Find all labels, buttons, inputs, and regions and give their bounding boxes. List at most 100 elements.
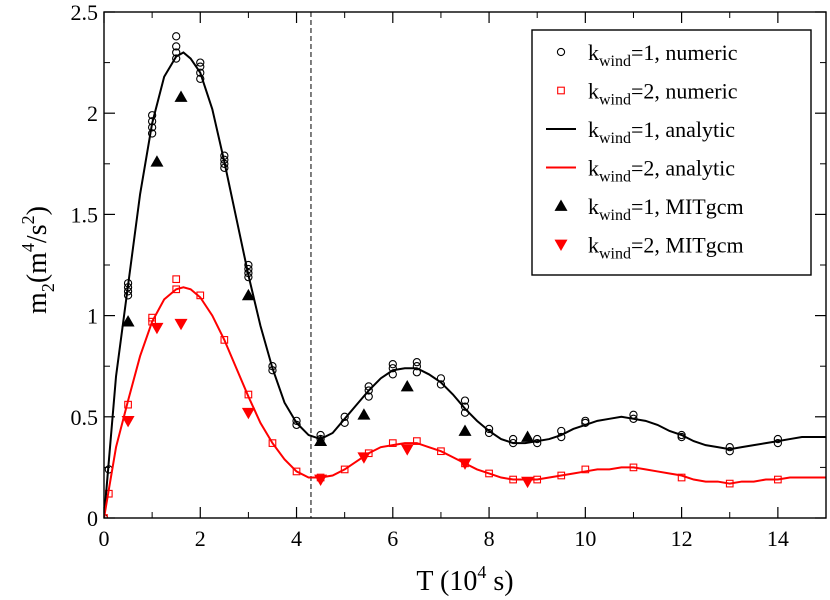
data-point	[413, 437, 421, 445]
data-point	[121, 315, 135, 327]
legend-label-sub: wind	[599, 92, 631, 109]
data-point	[244, 260, 253, 270]
x-tick-label: 12	[671, 526, 693, 551]
y-tick-label: 1	[87, 304, 98, 329]
legend-entry-2: kwind=2, numeric	[557, 79, 738, 109]
x-tick-label: 6	[387, 526, 398, 551]
y-axis-label-sup1: 4	[18, 243, 38, 252]
x-tick-label: 8	[484, 526, 495, 551]
data-point	[172, 32, 181, 41]
legend-label-sub: wind	[599, 207, 631, 224]
data-point	[412, 358, 422, 367]
series-6	[121, 318, 535, 489]
legend-label: kwind=1, numeric	[588, 40, 738, 70]
axes-layer: 0 2 4 6 8 10 12 14 0 0.5 1 1.5 2 2.5	[71, 0, 827, 551]
data-point	[150, 322, 164, 335]
data-point	[196, 58, 205, 67]
data-point	[677, 430, 686, 440]
data-point	[172, 275, 181, 284]
legend-swatch	[554, 239, 568, 251]
x-tick-label: 10	[574, 526, 596, 551]
data-point	[364, 386, 373, 395]
legend-swatch	[554, 199, 568, 211]
data-point	[400, 444, 414, 456]
legend-label: kwind=1, MITgcm	[588, 194, 744, 224]
legend-label-rest: =1, MITgcm	[631, 194, 744, 219]
legend-entry-6: kwind=2, MITgcm	[554, 233, 744, 263]
series-layer	[104, 32, 826, 518]
legend-label-main: k	[588, 194, 599, 219]
data-point	[458, 458, 472, 470]
legend-label-rest: =1, numeric	[631, 40, 738, 65]
data-point	[196, 68, 205, 77]
data-point	[533, 434, 542, 444]
data-point	[150, 155, 164, 167]
legend-label-main: k	[588, 156, 599, 181]
data-point	[174, 318, 188, 331]
series-line	[104, 286, 826, 518]
y-axis-label-sup2: 2	[18, 215, 38, 224]
data-point	[241, 407, 255, 420]
y-axis-label-main: m	[22, 292, 53, 314]
data-point	[147, 111, 157, 120]
data-point	[773, 434, 783, 444]
y-axis-label-mid: /s	[22, 224, 53, 243]
data-point	[773, 438, 783, 448]
data-point	[533, 438, 542, 448]
data-point	[460, 396, 470, 405]
legend-label-sub: wind	[599, 53, 631, 70]
series-3	[104, 51, 826, 518]
data-point	[521, 476, 535, 489]
data-point	[292, 416, 301, 425]
legend-entry-1: kwind=1, numeric	[556, 40, 738, 70]
data-point	[725, 443, 734, 452]
legend-label-sub: wind	[599, 169, 631, 186]
data-point	[340, 412, 349, 421]
legend-label-main: k	[588, 117, 599, 142]
legend-label: kwind=1, analytic	[588, 117, 735, 147]
data-point	[172, 42, 181, 51]
data-point	[147, 129, 157, 138]
x-tick-label: 4	[291, 526, 302, 551]
y-axis-label-sub: 2	[38, 283, 58, 292]
x-tick-label: 2	[195, 526, 206, 551]
legend-label-rest: =2, analytic	[631, 156, 735, 181]
legend-entry-3: kwind=1, analytic	[546, 117, 735, 147]
data-point	[268, 439, 277, 447]
data-point	[458, 424, 472, 436]
data-point	[460, 402, 470, 411]
data-point	[388, 439, 397, 447]
data-point	[388, 364, 397, 373]
data-point	[172, 54, 181, 63]
legend-label-sub: wind	[599, 246, 631, 263]
series-line	[104, 51, 826, 518]
data-point	[581, 465, 590, 474]
series-group	[104, 32, 826, 518]
data-point	[521, 430, 535, 442]
series-4	[104, 286, 826, 518]
data-point	[725, 447, 734, 456]
data-point	[436, 380, 446, 389]
y-tick-label: 1.5	[71, 202, 99, 227]
y-axis-label-unit: (m	[22, 252, 53, 283]
data-point	[241, 288, 255, 301]
legend-label-main: k	[588, 40, 599, 65]
y-tick-label: 2.5	[71, 0, 99, 25]
legend-entry-5: kwind=1, MITgcm	[554, 194, 744, 224]
legend-label-rest: =2, numeric	[631, 79, 738, 104]
legend-label-rest: =2, MITgcm	[631, 233, 744, 258]
legend-swatch	[557, 86, 565, 95]
data-point	[388, 360, 397, 369]
x-axis-label: T (104 s)	[416, 562, 513, 597]
y-tick-label: 2	[87, 101, 98, 126]
data-point	[174, 90, 188, 102]
legend-box	[531, 29, 812, 276]
series-5	[121, 90, 535, 446]
data-point	[364, 392, 373, 401]
x-tick-label: 14	[767, 526, 789, 551]
legend-label-sub: wind	[599, 130, 631, 147]
data-point	[357, 452, 371, 464]
y-tick-label: 0	[87, 506, 98, 531]
